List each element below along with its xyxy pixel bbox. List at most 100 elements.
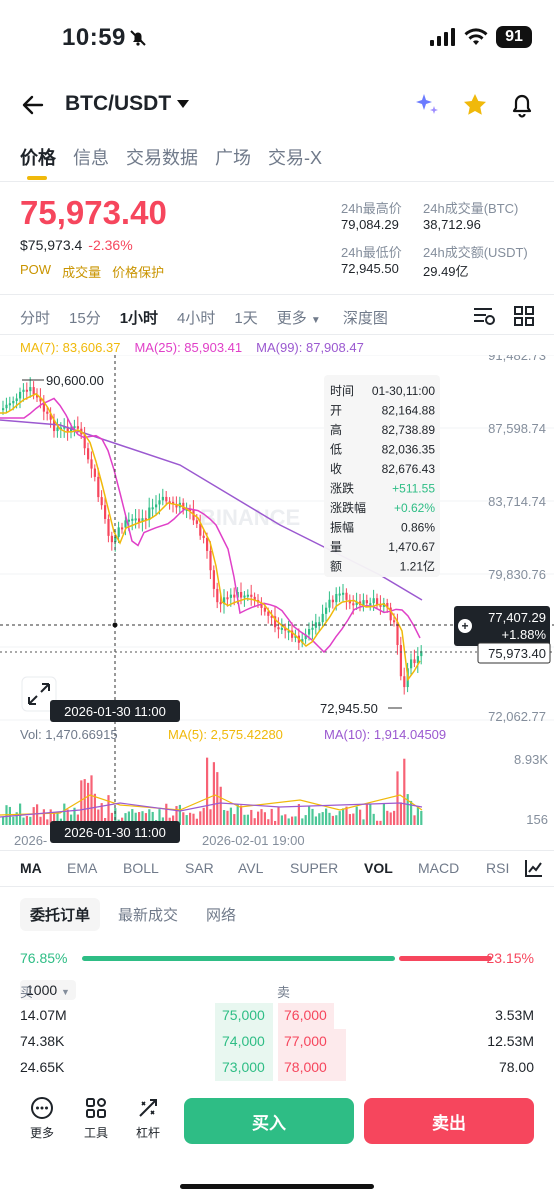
back-arrow-icon[interactable] <box>20 92 46 123</box>
volume-bar <box>308 806 311 825</box>
indicator-rsi[interactable]: RSI <box>486 860 510 876</box>
tab-trade-x[interactable]: 交易-X <box>268 148 322 168</box>
indicator-super[interactable]: SUPER <box>290 860 339 876</box>
interval-more[interactable]: 更多 ▼ <box>276 310 321 327</box>
interval-depth[interactable]: 深度图 <box>342 310 388 327</box>
more-button[interactable]: 更多 <box>30 1096 54 1141</box>
candle <box>15 398 18 402</box>
tooltip-value: 01-30,11:00 <box>372 384 435 398</box>
tools-button[interactable]: 工具 <box>84 1096 108 1141</box>
candle <box>202 535 205 538</box>
status-time: 10:59 <box>62 24 126 51</box>
volume-bar <box>131 809 134 825</box>
volume-bar <box>263 812 266 825</box>
volume-bar <box>342 808 345 825</box>
tab-order-book[interactable]: 委托订单 <box>20 898 101 931</box>
candle <box>352 603 355 606</box>
tab-price[interactable]: 价格 <box>20 144 56 180</box>
candle <box>304 634 307 640</box>
star-icon[interactable] <box>462 92 488 118</box>
indicator-ema[interactable]: EMA <box>67 860 98 876</box>
interval-time-share[interactable]: 分时 <box>20 310 51 327</box>
indicator-ma[interactable]: MA <box>20 860 42 876</box>
leverage-button[interactable]: 杠杆 <box>136 1096 160 1141</box>
layout-grid-icon[interactable] <box>514 306 534 331</box>
x-label: 2026- <box>14 833 47 848</box>
tag-pow[interactable]: POW <box>20 262 52 277</box>
y-label: 87,598.74 <box>488 421 546 436</box>
volume-bar <box>100 803 103 825</box>
candle <box>403 676 406 688</box>
candle <box>420 651 423 657</box>
leverage-icon <box>139 1099 157 1117</box>
volume-bar <box>66 809 69 825</box>
x-label: 2026-02-01 19:00 <box>202 833 305 848</box>
volume-bar <box>29 816 32 825</box>
tag-volume[interactable]: 成交量 <box>62 265 102 280</box>
orderbook-row[interactable]: 14.07M 75,000 76,000 3.53M <box>0 1003 554 1029</box>
indicator-sar[interactable]: SAR <box>185 860 214 876</box>
pair-selector[interactable]: BTC/USDT <box>65 92 190 116</box>
volume-bar <box>202 807 205 825</box>
bid-price: 73,000 <box>222 1059 265 1075</box>
candle <box>399 645 402 677</box>
interval-1d[interactable]: 1天 <box>234 310 258 327</box>
ask-price: 77,000 <box>284 1033 327 1049</box>
stat-value: 29.49亿 <box>423 264 469 279</box>
asset-tags: POW 成交量 价格保护 <box>20 262 164 281</box>
volume-bar <box>185 815 188 825</box>
candle <box>19 391 22 399</box>
tab-network[interactable]: 网络 <box>206 907 237 924</box>
tag-price-protection[interactable]: 价格保护 <box>112 265 165 280</box>
last-price-tag <box>477 642 551 664</box>
volume-bar <box>53 812 56 825</box>
interval-1h[interactable]: 1小时 <box>119 310 159 327</box>
candle <box>410 659 413 669</box>
indicator-vol[interactable]: VOL <box>364 860 393 876</box>
volume-bar <box>12 816 15 825</box>
volume-bar <box>250 809 253 825</box>
chart-settings-icon[interactable] <box>472 306 496 331</box>
volume-bar <box>73 807 76 825</box>
tab-info[interactable]: 信息 <box>73 148 109 168</box>
volume-bar <box>352 813 355 825</box>
orderbook-row[interactable]: 74.38K 74,000 77,000 12.53M <box>0 1029 554 1055</box>
ai-sparkle-icon[interactable] <box>414 92 440 118</box>
indicator-boll[interactable]: BOLL <box>123 860 159 876</box>
sell-button[interactable]: 卖出 <box>364 1098 534 1144</box>
orderbook-row[interactable]: 24.65K 73,000 78,000 78.00 <box>0 1055 554 1081</box>
candle <box>42 401 45 412</box>
volume-bar <box>42 809 45 825</box>
indicator-avl[interactable]: AVL <box>238 860 264 876</box>
depth-select[interactable]: 1000 ▼ <box>20 980 76 1000</box>
candle <box>270 615 273 618</box>
signal-icon <box>430 28 455 46</box>
volume-bar <box>63 803 66 825</box>
interval-4h[interactable]: 4小时 <box>177 310 216 327</box>
volume-bar <box>172 815 175 825</box>
volume-bar <box>345 806 348 825</box>
volume-bar <box>209 809 212 825</box>
candle <box>117 527 120 537</box>
kline-chart[interactable]: BINANCE 91,482.73 87,598.74 83,714.74 79… <box>0 355 554 850</box>
volume-bar <box>348 814 351 825</box>
buy-button[interactable]: 买入 <box>184 1098 354 1144</box>
vol-ma5-line <box>0 794 423 816</box>
bell-icon[interactable] <box>510 92 534 118</box>
tab-square[interactable]: 广场 <box>215 148 251 168</box>
candle <box>93 468 96 477</box>
indicator-chart-icon[interactable] <box>524 858 544 881</box>
bid-price: 75,000 <box>222 1007 265 1023</box>
tooltip-value: 0.86% <box>401 521 435 535</box>
candle <box>56 427 59 432</box>
tab-recent-trades[interactable]: 最新成交 <box>118 907 179 924</box>
indicator-macd[interactable]: MACD <box>418 860 460 876</box>
bid-qty: 24.65K <box>20 1059 65 1075</box>
volume-bar <box>49 809 52 825</box>
tab-trading-data[interactable]: 交易数据 <box>126 148 198 168</box>
candle <box>39 397 42 402</box>
volume-bar <box>223 810 226 825</box>
volume-bar <box>280 815 283 825</box>
volume-bar <box>83 779 86 825</box>
interval-15m[interactable]: 15分 <box>69 310 101 327</box>
